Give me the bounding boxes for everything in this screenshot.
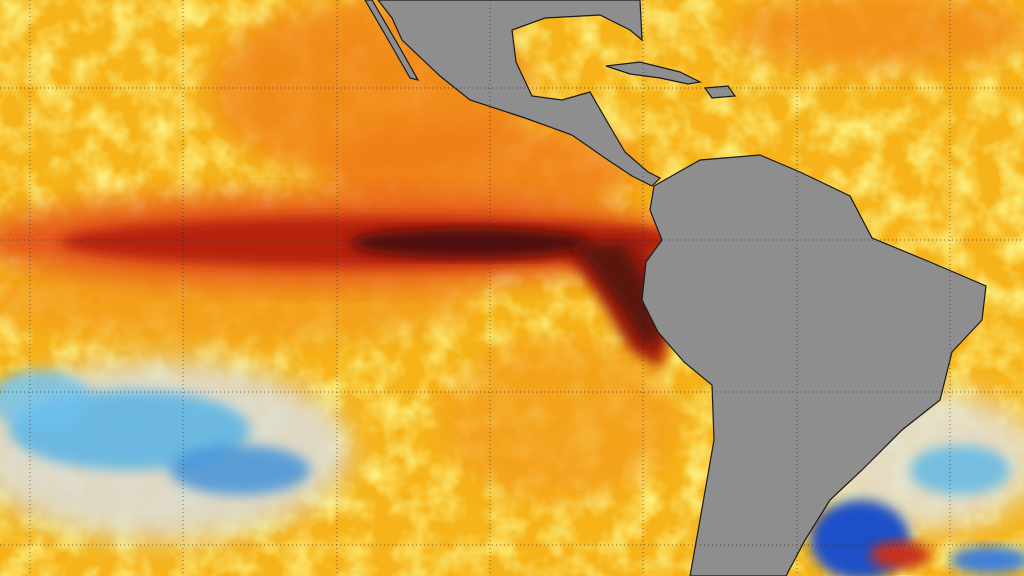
warm-regions bbox=[0, 0, 1024, 500]
hispaniola bbox=[703, 85, 737, 99]
south-america bbox=[641, 154, 987, 576]
cuba bbox=[605, 61, 702, 85]
land bbox=[364, 0, 987, 576]
baja-california bbox=[364, 0, 420, 81]
north-central-america bbox=[377, 0, 662, 187]
